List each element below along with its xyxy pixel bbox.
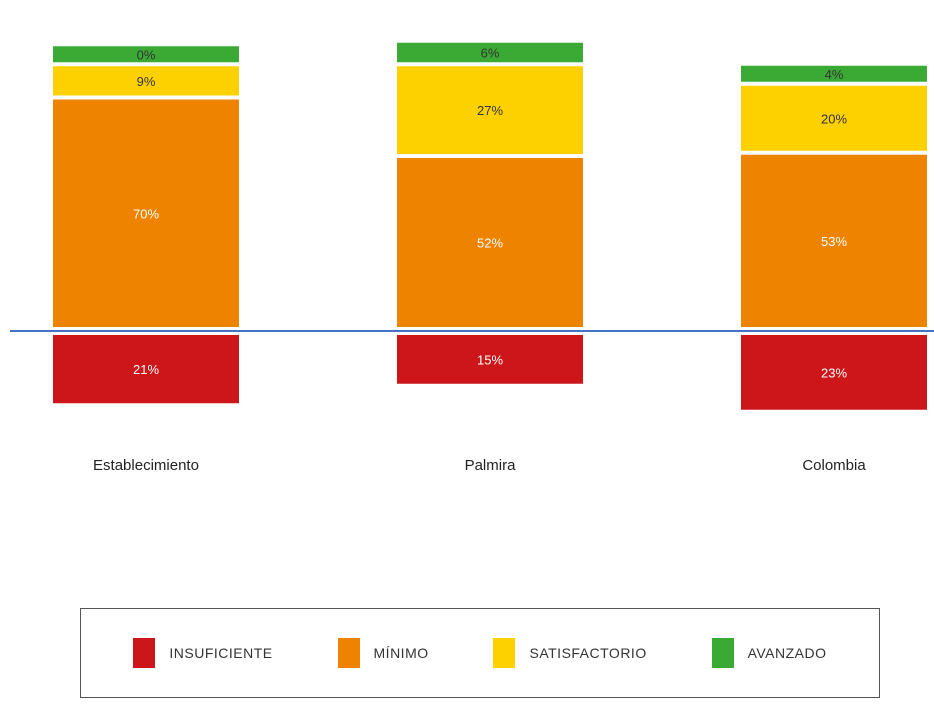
data-label-avanzado-palmira: 6% — [481, 46, 500, 61]
category-label-colombia: Colombia — [802, 457, 866, 474]
legend-item-minimo: MÍNIMO — [337, 638, 429, 668]
bar-avanzado-establecimiento — [53, 46, 239, 63]
bar-satisfactorio-establecimiento — [53, 66, 239, 96]
data-label-avanzado-colombia: 4% — [825, 67, 844, 82]
chart-canvas: 21% 70% 9% 0% Establecimiento 15% 52% 27% 6% Palm… — [10, 42, 934, 474]
legend-label-satisfactorio: SATISFACTORIO — [529, 645, 647, 661]
legend-swatch-avanzado — [711, 638, 734, 668]
category-label-palmira: Palmira — [465, 457, 517, 474]
legend-label-insuficiente: INSUFICIENTE — [169, 645, 273, 661]
bar-satisfactorio-palmira — [397, 66, 583, 154]
data-label-minimo-palmira: 52% — [477, 236, 503, 251]
bar-insuficiente-establecimiento — [53, 335, 239, 404]
legend-swatch-insuficiente — [133, 638, 156, 668]
data-label-minimo-colombia: 53% — [821, 234, 847, 249]
bar-satisfactorio-colombia — [741, 85, 927, 151]
legend-item-avanzado: AVANZADO — [711, 638, 827, 668]
bar-minimo-palmira — [397, 158, 583, 327]
category-label-establecimiento: Establecimiento — [93, 457, 199, 474]
legend-swatch-minimo — [337, 638, 360, 668]
bar-insuficiente-palmira — [397, 335, 583, 384]
bar-minimo-colombia — [741, 154, 927, 327]
data-label-avanzado-establecimiento: 0% — [137, 47, 156, 62]
data-label-insuficiente-colombia: 23% — [821, 365, 847, 380]
data-label-satisfactorio-palmira: 27% — [477, 103, 503, 118]
bar-insuficiente-colombia — [741, 335, 927, 410]
data-label-insuficiente-establecimiento: 21% — [133, 362, 159, 377]
legend-label-avanzado: AVANZADO — [747, 645, 827, 661]
bar-avanzado-palmira — [397, 42, 583, 63]
bar-avanzado-colombia — [741, 65, 927, 82]
legend-item-satisfactorio: SATISFACTORIO — [493, 638, 646, 668]
legend-swatch-satisfactorio — [493, 638, 516, 668]
legend-item-insuficiente: INSUFICIENTE — [133, 638, 272, 668]
data-label-satisfactorio-colombia: 20% — [821, 111, 847, 126]
legend: INSUFICIENTE MÍNIMO SATISFACTORIO AVANZADO — [80, 608, 880, 698]
legend-label-minimo: MÍNIMO — [373, 645, 429, 661]
data-label-minimo-establecimiento: 70% — [133, 206, 159, 221]
data-label-insuficiente-palmira: 15% — [477, 352, 503, 367]
data-label-satisfactorio-establecimiento: 9% — [137, 74, 156, 89]
bar-minimo-establecimiento — [53, 99, 239, 327]
